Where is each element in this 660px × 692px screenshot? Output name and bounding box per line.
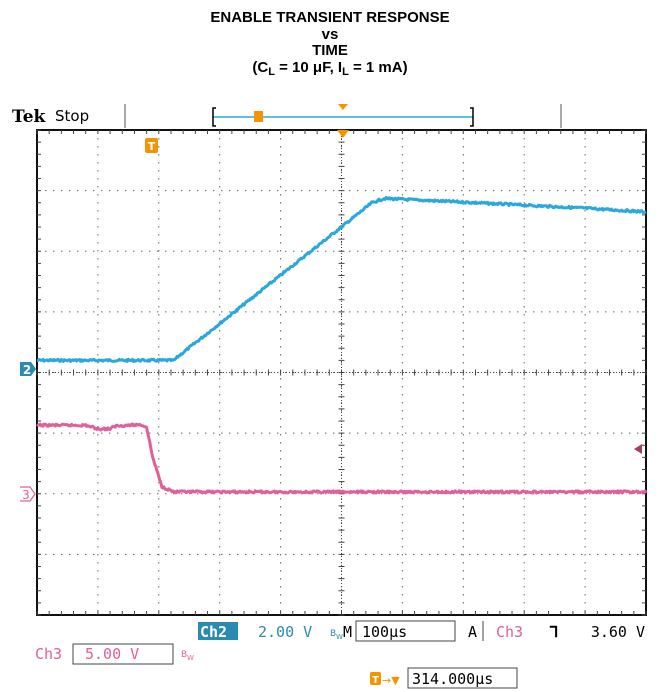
ch2-label: Ch2 bbox=[200, 623, 227, 641]
trigger-position-box bbox=[407, 667, 518, 689]
view-position-marker bbox=[254, 111, 263, 122]
svg-text:T: T bbox=[148, 140, 156, 153]
ch2-scale: 2.00 V bbox=[258, 623, 312, 641]
trigger-position-arrow: →▼ bbox=[382, 674, 400, 687]
cl-value: = 10 μF, bbox=[274, 59, 338, 76]
timebase-value: 100µs bbox=[362, 623, 407, 641]
trigger-slope-icon: ⅂ bbox=[549, 623, 558, 641]
ch2-waveform bbox=[36, 196, 647, 363]
svg-text:2: 2 bbox=[23, 363, 31, 377]
ch2-ground-marker: 2 bbox=[20, 362, 36, 377]
trigger-position-marker: T bbox=[145, 138, 158, 153]
trigger-level-arrow bbox=[634, 444, 642, 454]
ch3-ground-marker: 3 bbox=[20, 486, 36, 502]
acquisition-status: Stop bbox=[55, 107, 89, 125]
il-value: = 1 mA) bbox=[348, 59, 408, 76]
il-label: I bbox=[337, 59, 343, 76]
cl-sub: L bbox=[268, 66, 275, 78]
ch3-bw-limit: B bbox=[181, 650, 187, 660]
chart-title-conditions: (CL = 10 μF, IL = 1 mA) bbox=[252, 59, 408, 79]
timebase-box bbox=[355, 620, 456, 642]
il-sub: L bbox=[342, 66, 349, 78]
ch3-scale: 5.00 V bbox=[85, 645, 139, 663]
chart-title-line3: TIME bbox=[312, 42, 348, 59]
cl-label: C bbox=[257, 59, 269, 76]
chart-title-line1: ENABLE TRANSIENT RESPONSE bbox=[210, 9, 450, 26]
record-view-bracket bbox=[212, 104, 474, 127]
trigger-level: 3.60 V bbox=[591, 623, 645, 641]
graticule bbox=[36, 129, 647, 616]
ch3-scale-box bbox=[72, 643, 174, 665]
timebase-label: M bbox=[343, 623, 352, 641]
ch3-waveform bbox=[35, 422, 648, 495]
trigger-position-value: 314.000µs bbox=[412, 670, 493, 688]
trigger-source: Ch3 bbox=[496, 623, 523, 641]
trigger-position-readout-icon: T bbox=[370, 672, 381, 686]
view-trigger-marker bbox=[338, 104, 348, 110]
svg-text:3: 3 bbox=[22, 488, 30, 502]
chart-title-line2: vs bbox=[321, 26, 339, 43]
acq-mode: A bbox=[468, 623, 477, 641]
ch3-label: Ch3 bbox=[35, 645, 62, 663]
brand-logo: Tek bbox=[12, 107, 47, 127]
ch2-bw-limit: B bbox=[330, 629, 336, 639]
trigger-time-arrow bbox=[337, 130, 349, 138]
ch2-bw-limit-sub: W bbox=[336, 633, 343, 641]
svg-text:T: T bbox=[372, 675, 379, 686]
ch3-bw-limit-sub: W bbox=[187, 654, 194, 662]
ch2-label-box bbox=[198, 622, 238, 640]
